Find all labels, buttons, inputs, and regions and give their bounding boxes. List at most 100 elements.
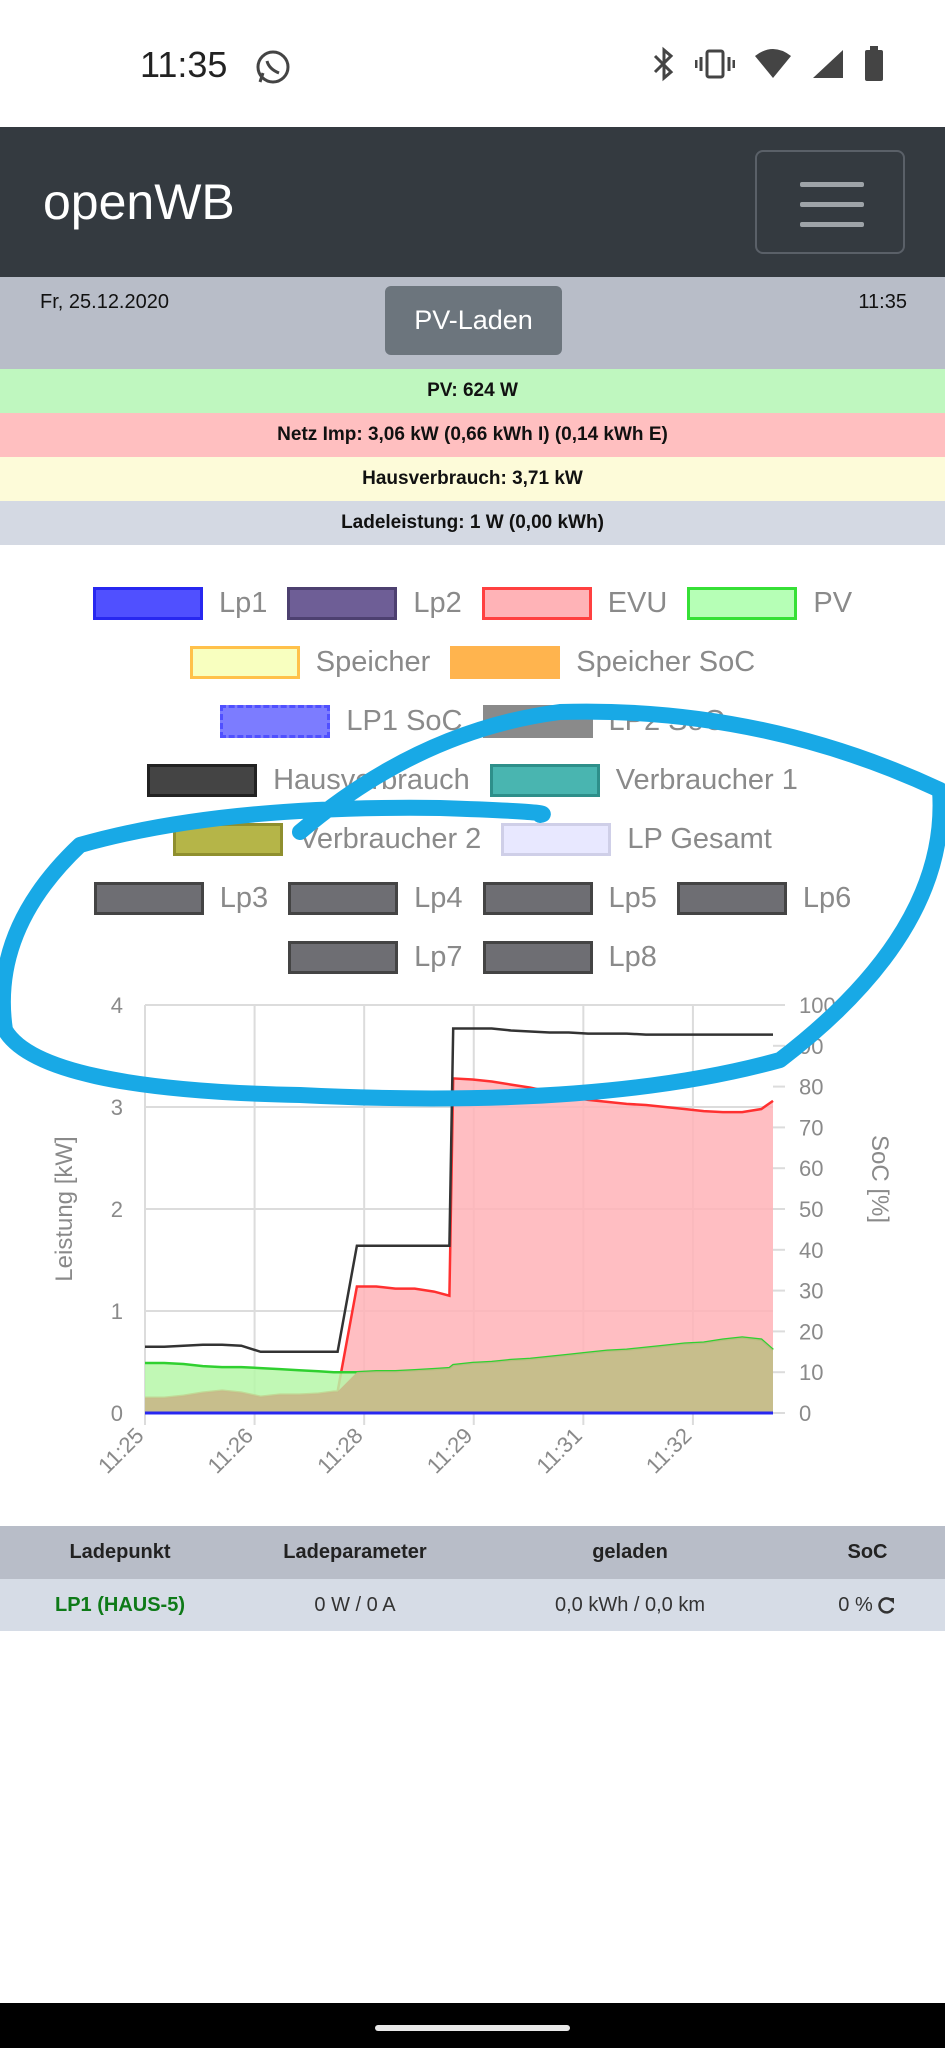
legend-swatch: [687, 587, 798, 620]
legend-swatch: [93, 882, 204, 915]
legend-item-verbraucher-1[interactable]: Verbraucher 1: [489, 764, 798, 797]
y2-axis-label: SoC [%]: [866, 1135, 893, 1223]
legend-item-evu[interactable]: EVU: [481, 587, 668, 620]
lp1-param: 0 W / 0 A: [314, 1593, 396, 1616]
legend-label: Hausverbrauch: [273, 764, 470, 796]
lp1-soc-value: 0 %: [838, 1593, 873, 1616]
legend-label: Lp4: [414, 882, 463, 914]
y2-tick-label: 50: [799, 1197, 823, 1222]
legend-swatch: [189, 646, 300, 679]
legend-label: Lp3: [219, 882, 269, 914]
header-ladeparameter: Ladeparameter: [283, 1541, 427, 1563]
hamburger-icon: [800, 182, 864, 187]
legend-item-lp1-soc[interactable]: LP1 SoC: [220, 705, 463, 738]
y-tick-label: 4: [111, 993, 123, 1018]
legend-item-lp2-soc[interactable]: LP2 SoC: [482, 705, 725, 738]
y2-tick-label: 90: [799, 1034, 823, 1059]
legend-item-speicher-soc[interactable]: Speicher SoC: [450, 646, 755, 679]
pv-line: [145, 1336, 774, 1374]
legend-swatch: [482, 882, 593, 915]
legend-row: Lp7 Lp8: [0, 941, 945, 974]
x-tick-label: 11:32: [641, 1423, 696, 1478]
vibrate-icon: [695, 49, 735, 79]
legend-label: LP Gesamt: [627, 823, 772, 855]
legend-swatch: [676, 882, 787, 915]
legend-label: EVU: [607, 587, 668, 619]
system-nav-bar: [0, 2003, 945, 2048]
legend-row: Speicher Speicher SoC: [0, 646, 945, 679]
y2-tick-label: 10: [799, 1360, 823, 1385]
legend-item-lp5[interactable]: Lp5: [482, 882, 657, 915]
y-axis-label: Leistung [kW]: [51, 1136, 78, 1281]
legend-label: Lp8: [608, 941, 657, 973]
y2-tick-label: 80: [799, 1075, 823, 1100]
legend-swatch: [173, 823, 284, 856]
y-tick-label: 2: [111, 1197, 123, 1222]
legend-label: LP2 SoC: [608, 705, 725, 737]
table-row: LP1 (HAUS-5) 0 W / 0 A 0,0 kWh / 0,0 km …: [0, 1579, 945, 1631]
legend-item-pv[interactable]: PV: [687, 587, 852, 620]
lp1-name[interactable]: LP1 (HAUS-5): [54, 1593, 185, 1616]
y2-tick-label: 70: [799, 1115, 823, 1140]
home-indicator[interactable]: [375, 2025, 570, 2031]
legend-item-verbraucher-2[interactable]: Verbraucher 2: [173, 823, 481, 856]
legend-item-lp4[interactable]: Lp4: [288, 882, 463, 915]
x-tick-label: 11:26: [203, 1423, 258, 1478]
legend-label: Lp7: [414, 941, 463, 973]
legend-item-lp6[interactable]: Lp6: [676, 882, 851, 915]
bluetooth-icon: [653, 46, 674, 82]
y2-tick-label: 60: [799, 1156, 823, 1181]
legend-swatch: [287, 587, 398, 620]
status-time: 11:35: [140, 44, 228, 85]
legend-row: LP1 SoC LP2 SoC: [0, 705, 945, 738]
legend-item-lp-gesamt[interactable]: LP Gesamt: [501, 823, 772, 856]
legend-item-lp8[interactable]: Lp8: [482, 941, 657, 974]
header-geladen: geladen: [592, 1541, 668, 1563]
x-tick-label: 11:25: [93, 1423, 148, 1478]
legend-item-lp3[interactable]: Lp3: [93, 882, 269, 915]
hamburger-menu-button[interactable]: [755, 150, 905, 254]
legend-item-lp1[interactable]: Lp1: [92, 587, 267, 620]
status-bar: 11:35: [0, 0, 945, 127]
evu-area: [145, 1078, 773, 1413]
pv-row: PV: 624 W: [0, 369, 945, 413]
legend-item-hausverbrauch[interactable]: Hausverbrauch: [147, 764, 470, 797]
table-header: Ladepunkt Ladeparameter geladen SoC: [0, 1526, 945, 1579]
legend-item-lp7[interactable]: Lp7: [288, 941, 463, 974]
info-bar: Fr, 25.12.2020 PV-Laden 11:35: [0, 277, 945, 369]
legend-label: Speicher: [315, 646, 431, 678]
legend-label: Lp2: [413, 587, 462, 619]
navbar: openWB: [0, 127, 945, 277]
legend-swatch: [489, 764, 600, 797]
legend-label: PV: [813, 587, 853, 619]
charge-mode-button[interactable]: PV-Laden: [385, 286, 562, 355]
y-tick-label: 1: [111, 1299, 123, 1324]
legend-row: Lp3 Lp4 Lp5 Lp6: [0, 882, 945, 915]
lp1-soc: 0 %: [790, 1579, 945, 1631]
legend-row: Verbraucher 2 LP Gesamt: [0, 823, 945, 856]
y2-tick-label: 0: [799, 1401, 811, 1426]
legend-swatch: [288, 941, 399, 974]
y2-tick-label: 30: [799, 1279, 823, 1304]
legend-swatch: [482, 941, 593, 974]
brand-title[interactable]: openWB: [43, 174, 235, 230]
legend-swatch: [288, 882, 399, 915]
legend-label: Verbraucher 1: [615, 764, 798, 796]
date-label: Fr, 25.12.2020: [40, 291, 169, 313]
legend-item-lp2[interactable]: Lp2: [287, 587, 462, 620]
legend-swatch: [92, 587, 203, 620]
netz-row: Netz Imp: 3,06 kW (0,66 kWh I) (0,14 kWh…: [0, 413, 945, 457]
y2-tick-label: 40: [799, 1238, 823, 1263]
x-tick-label: 11:29: [422, 1423, 477, 1478]
hamburger-icon-line: [800, 202, 864, 207]
whatsapp-icon: [256, 50, 290, 84]
lp1-loaded: 0,0 kWh / 0,0 km: [554, 1593, 706, 1616]
legend-swatch: [450, 646, 561, 679]
legend-item-speicher[interactable]: Speicher: [189, 646, 431, 679]
signal-icon: [813, 50, 843, 78]
y2-tick-label: 100: [799, 993, 836, 1018]
legend-swatch: [481, 587, 592, 620]
refresh-icon[interactable]: [877, 1595, 897, 1615]
legend-label: Speicher SoC: [576, 646, 756, 678]
